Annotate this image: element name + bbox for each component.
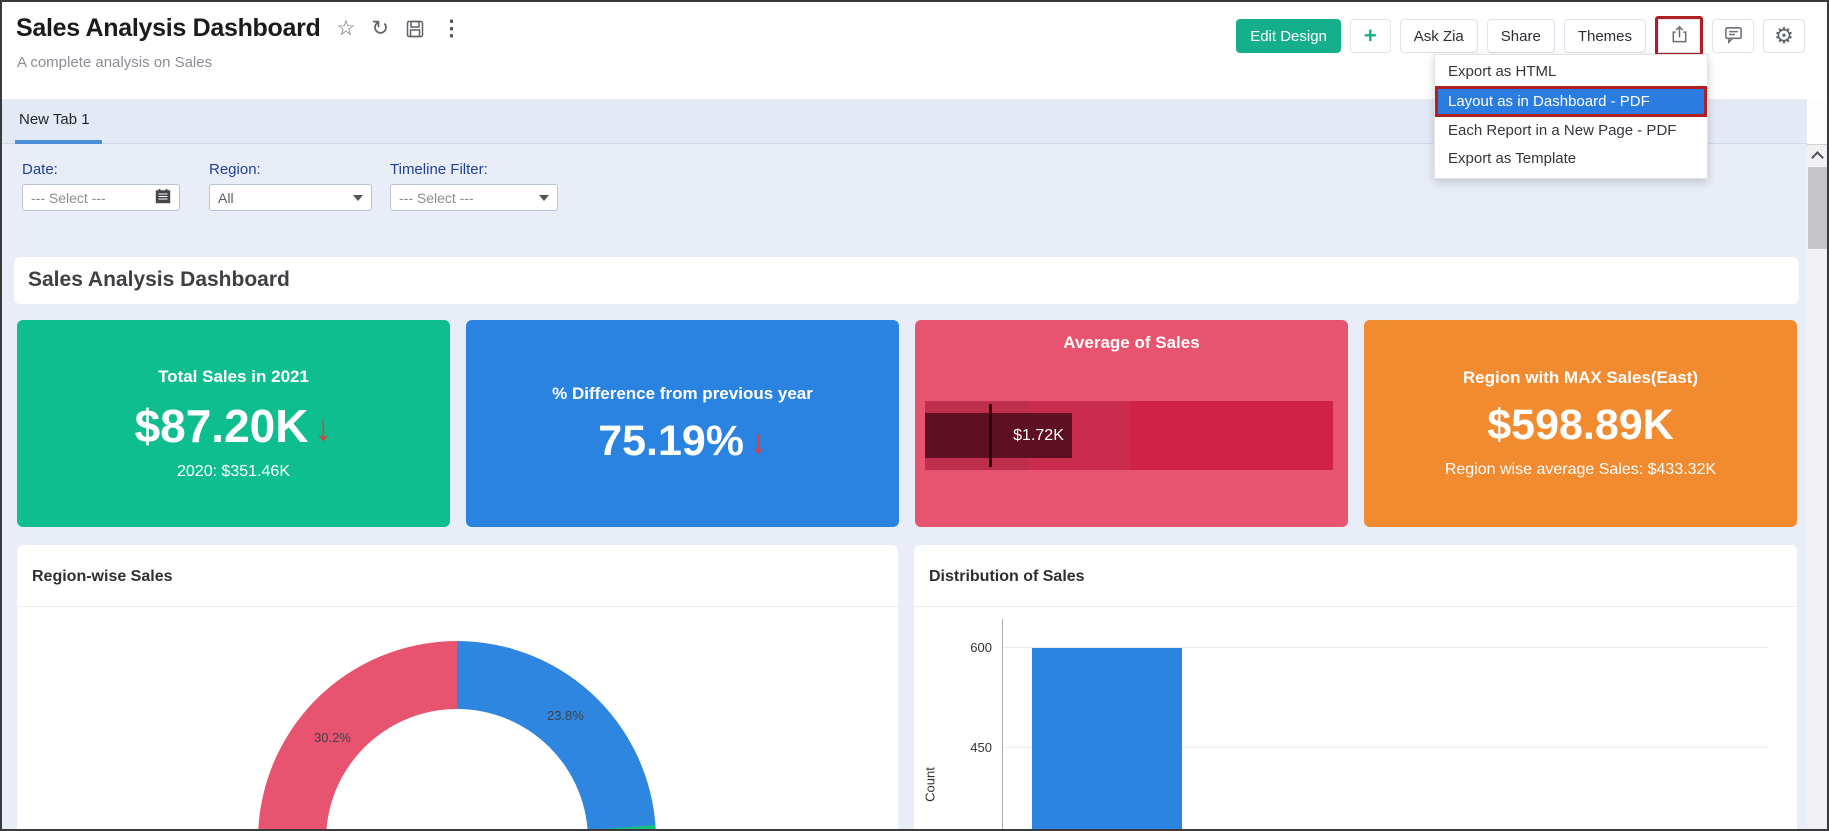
pie-label-pink: 30.2% — [314, 730, 351, 745]
menu-item-export-as-template[interactable]: Export as Template — [1448, 150, 1577, 167]
kpi-title: Total Sales in 2021 — [158, 366, 309, 386]
vertical-scrollbar[interactable] — [1807, 145, 1827, 829]
kpi-subtitle: Region wise average Sales: $433.32K — [1444, 461, 1717, 478]
region-filter-select[interactable]: All — [209, 184, 372, 211]
kpi-value: $87.20K ↓ — [134, 399, 333, 452]
gridline-450 — [1002, 747, 1768, 748]
date-filter-value: --- Select --- — [31, 189, 106, 206]
ask-zia-button[interactable]: Ask Zia — [1399, 19, 1478, 53]
gridline-600 — [1002, 647, 1768, 648]
bar-series — [1032, 648, 1182, 829]
kpi-title: Region with MAX Sales(East) — [1462, 368, 1699, 387]
panel-title-region-wise-sales: Region-wise Sales — [17, 545, 898, 607]
y-tick-600: 600 — [970, 640, 992, 655]
kpi-card-percent-difference: % Difference from previous year 75.19% ↓ — [466, 320, 899, 527]
trend-down-icon: ↓ — [750, 424, 767, 461]
scrollbar-corner — [1807, 99, 1827, 145]
filter-bar: Date: --- Select --- Region: All Tim — [2, 144, 1807, 256]
export-button[interactable] — [1658, 19, 1700, 53]
bullet-target-line — [989, 404, 993, 467]
timeline-filter: Timeline Filter: --- Select --- — [390, 161, 558, 211]
dashboard-section-title: Sales Analysis Dashboard — [28, 268, 290, 291]
timeline-filter-select[interactable]: --- Select --- — [390, 184, 558, 211]
active-tab-underline — [15, 140, 102, 144]
panel-title-distribution-of-sales: Distribution of Sales — [914, 545, 1797, 607]
more-options-kebab-icon[interactable]: ⋮ — [440, 17, 462, 40]
bullet-measure-bar: $1.72K — [925, 413, 1072, 458]
kpi-card-average-sales-bullet: Average of Sales $1.72K — [915, 320, 1348, 527]
bullet-chart: $1.72K — [925, 401, 1333, 470]
menu-item-each-report-new-page-pdf[interactable]: Each Report in a New Page - PDF — [1448, 122, 1677, 139]
kpi-value: $598.89K — [1487, 401, 1674, 449]
date-filter-label: Date: — [22, 161, 58, 178]
menu-item-export-as-html[interactable]: Export as HTML — [1448, 63, 1557, 80]
region-wise-sales-panel: Region-wise Sales 30.2% 23.8% — [17, 545, 898, 829]
scrollbar-thumb[interactable] — [1808, 167, 1827, 249]
add-report-button[interactable]: + — [1349, 19, 1391, 53]
scroll-up-arrow-icon[interactable] — [1811, 151, 1824, 164]
settings-button[interactable]: ⚙ — [1763, 19, 1805, 53]
gear-icon: ⚙ — [1774, 23, 1794, 48]
kpi-title: Average of Sales — [1063, 333, 1200, 352]
chevron-down-icon — [353, 194, 363, 201]
menu-item-layout-as-in-dashboard-pdf[interactable]: Layout as in Dashboard - PDF — [1435, 86, 1707, 117]
kpi-value: 75.19% ↓ — [598, 417, 767, 465]
app-header: Sales Analysis Dashboard ☆ ↻ ⋮ A complet… — [2, 2, 1827, 99]
region-filter: Region: All — [209, 161, 372, 211]
bullet-band-3 — [1130, 401, 1333, 470]
distribution-of-sales-panel: Distribution of Sales 600 450 Count — [914, 545, 1797, 829]
region-filter-value: All — [218, 189, 234, 206]
y-axis-line — [1002, 619, 1003, 829]
share-button[interactable]: Share — [1486, 19, 1555, 53]
bullet-measure-label: $1.72K — [1013, 426, 1064, 444]
export-button-highlight-annotation — [1655, 16, 1703, 56]
timeline-filter-label: Timeline Filter: — [390, 161, 488, 178]
refresh-icon[interactable]: ↻ — [371, 17, 389, 40]
region-filter-label: Region: — [209, 161, 261, 178]
edit-design-button[interactable]: Edit Design — [1236, 19, 1341, 53]
export-icon — [1669, 24, 1690, 49]
favorite-star-icon[interactable]: ☆ — [336, 17, 356, 40]
comment-icon — [1723, 24, 1744, 49]
comments-button[interactable] — [1712, 19, 1754, 53]
page-subtitle: A complete analysis on Sales — [17, 54, 213, 71]
pie-label-blue: 23.8% — [547, 708, 584, 723]
kpi-card-total-sales: Total Sales in 2021 $87.20K ↓ 2020: $351.… — [17, 320, 450, 527]
tab-new-tab-1[interactable]: New Tab 1 — [19, 111, 90, 128]
date-filter: Date: --- Select --- — [22, 161, 180, 211]
kpi-subtitle: 2020: $351.46K — [177, 462, 290, 480]
themes-button[interactable]: Themes — [1563, 19, 1646, 53]
y-tick-450: 450 — [970, 740, 992, 755]
export-dropdown-menu: Export as HTML Layout as in Dashboard - … — [1434, 54, 1708, 179]
trend-down-icon: ↓ — [314, 407, 333, 448]
date-filter-select[interactable]: --- Select --- — [22, 184, 180, 211]
y-axis-title: Count — [922, 767, 938, 802]
save-icon[interactable] — [405, 19, 425, 39]
dashboard-title-panel: Sales Analysis Dashboard — [14, 257, 1799, 304]
chevron-down-icon — [539, 194, 549, 201]
header-actions: Edit Design + Ask Zia Share Themes — [1236, 16, 1805, 56]
calendar-icon — [155, 188, 171, 207]
page-title: Sales Analysis Dashboard — [16, 14, 321, 42]
timeline-filter-value: --- Select --- — [399, 189, 474, 206]
kpi-card-region-max-sales: Region with MAX Sales(East) $598.89K Reg… — [1364, 320, 1797, 527]
kpi-title: % Difference from previous year — [552, 384, 813, 403]
